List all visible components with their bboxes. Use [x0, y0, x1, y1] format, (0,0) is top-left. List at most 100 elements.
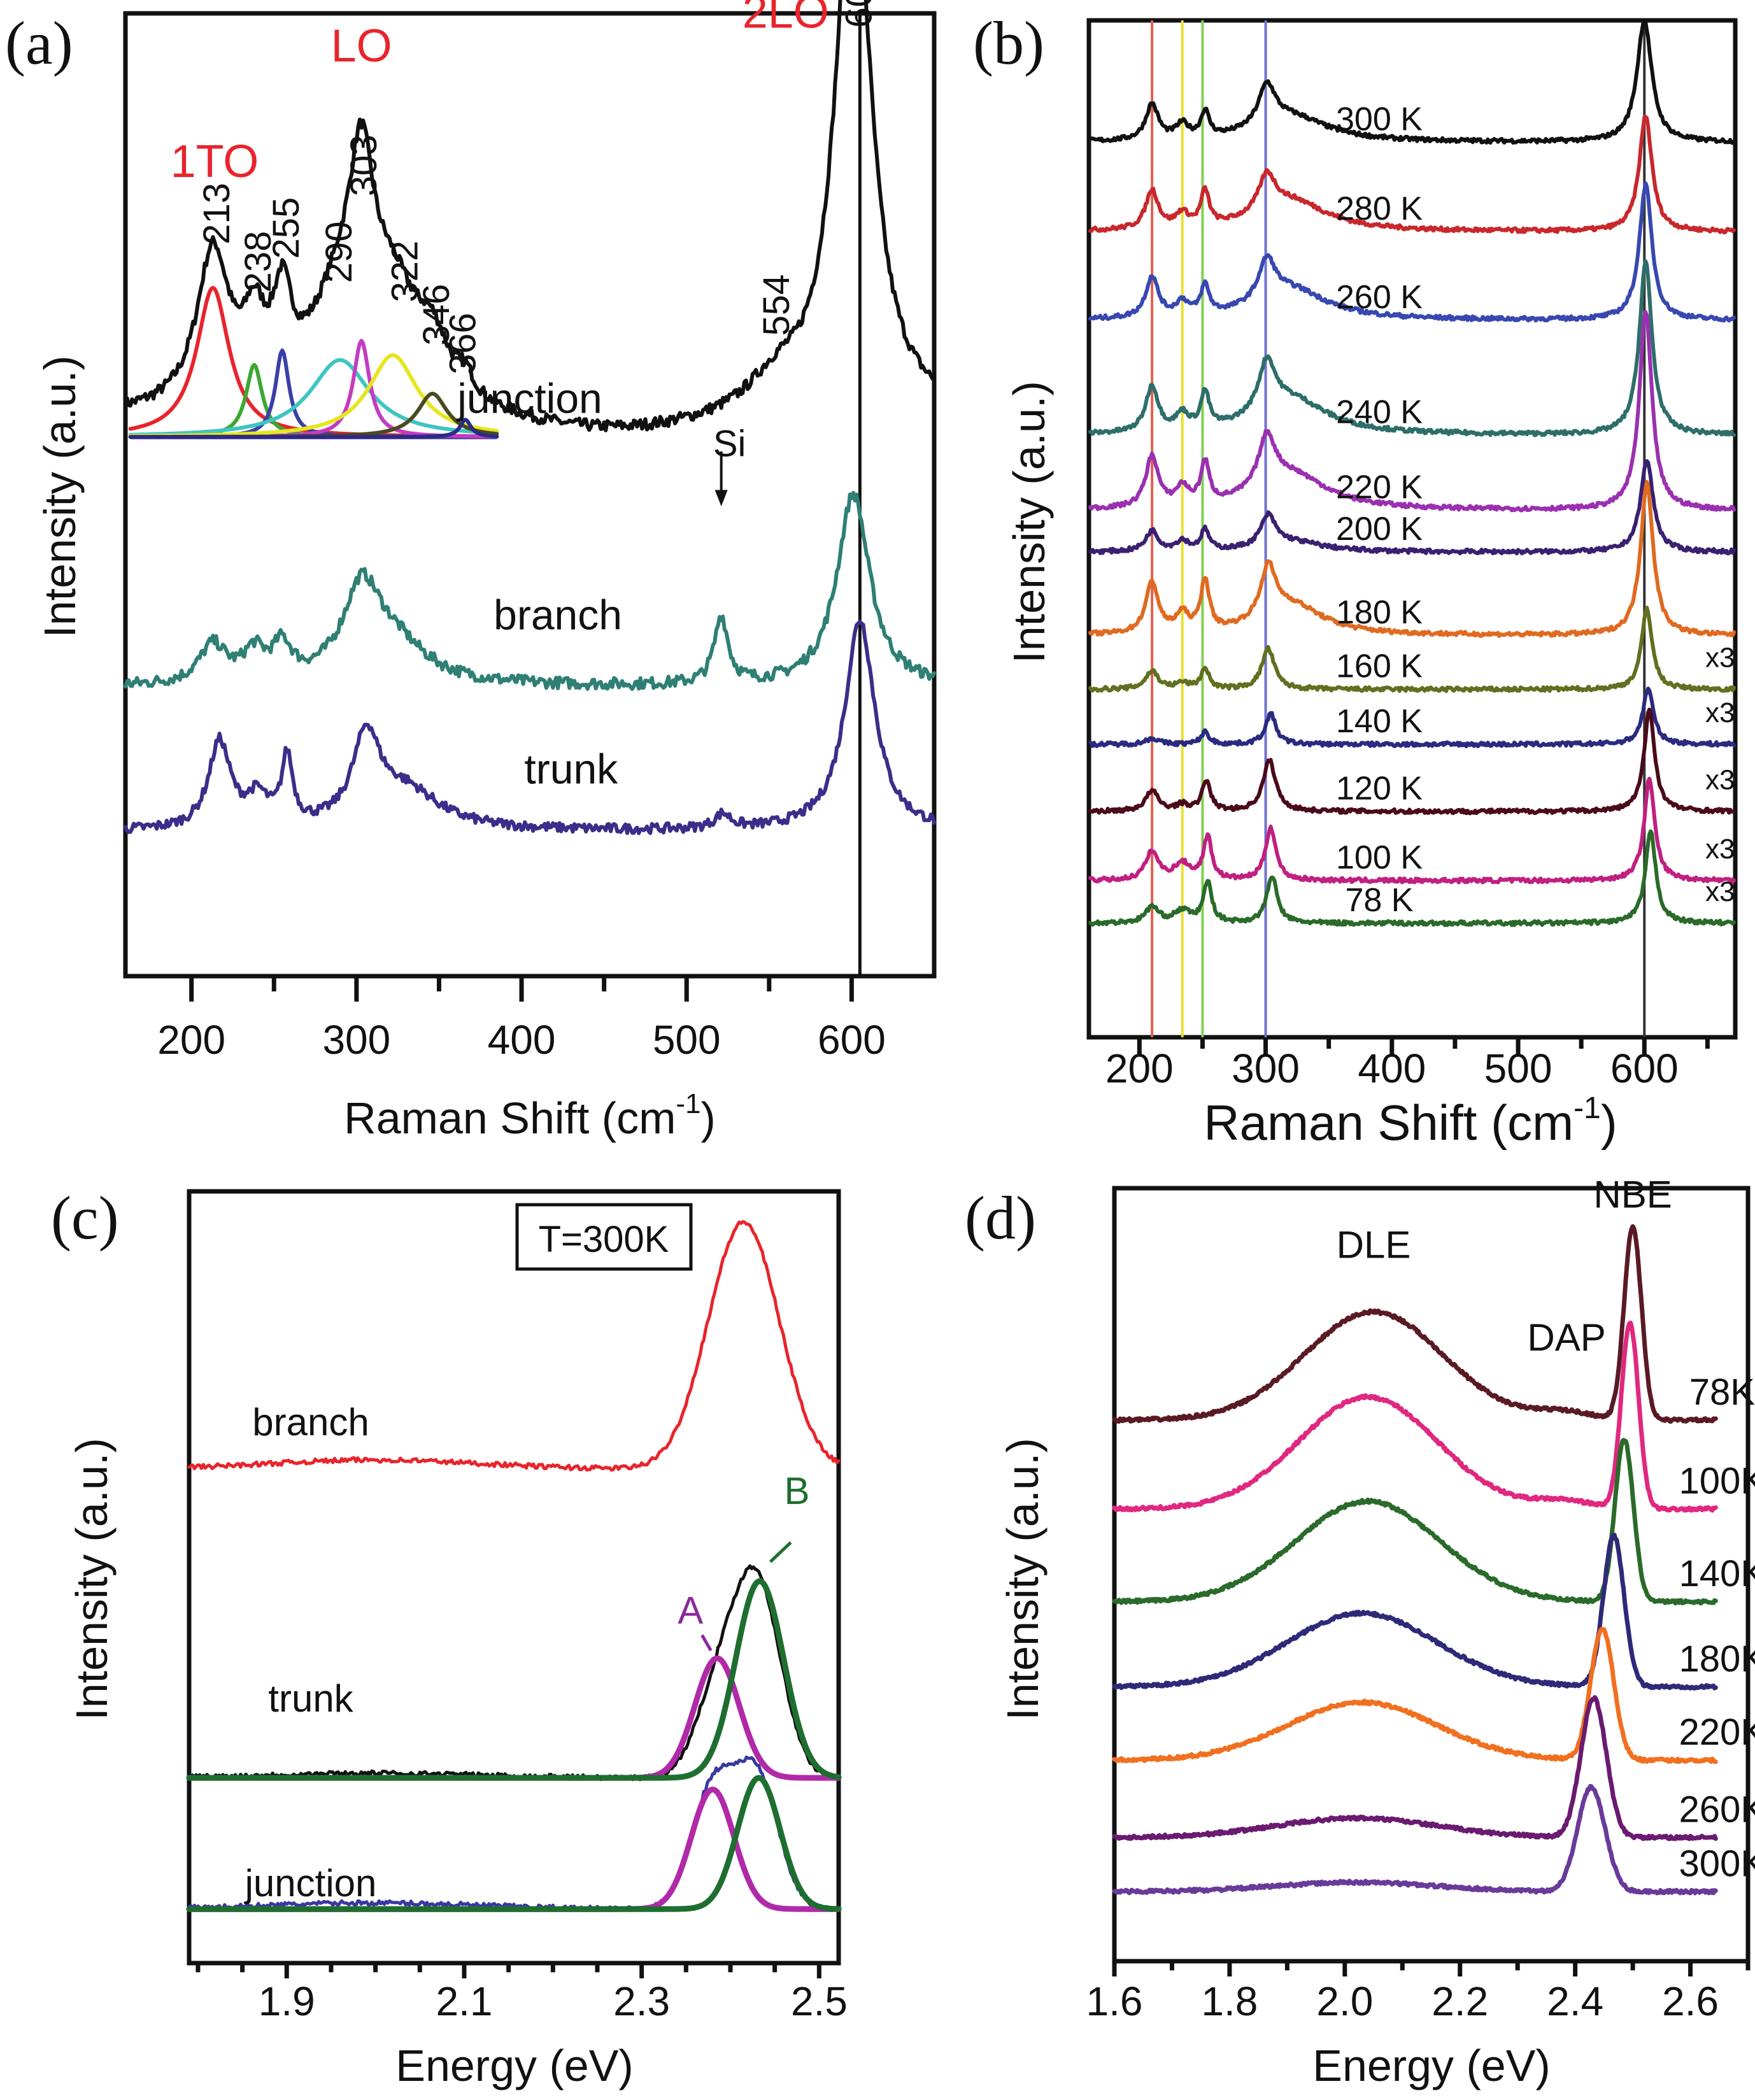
series-100K — [1112, 1320, 1718, 1513]
x-tick-label: 600 — [1610, 1046, 1679, 1091]
series-label-260K: 260K — [1679, 1789, 1755, 1830]
annotation-290: 290 — [318, 222, 360, 283]
annotation-branch: branch — [494, 592, 622, 639]
panel-b-plot-area: 200 300 400 500 600 300 K 280 K 260 K 240 K 220 K… — [1086, 18, 1738, 1091]
annotation-303: 303 — [343, 134, 385, 196]
series-260K — [1088, 181, 1736, 323]
series-label: 160 K — [1336, 648, 1423, 685]
series-label-300K: 300K — [1679, 1843, 1755, 1884]
series-220K — [1112, 1626, 1718, 1764]
panel-c-plot-area: 1.9 2.1 2.3 2.5 branch trunk junction T=300K A B — [186, 1189, 848, 2024]
x-tick-label: 300 — [322, 1017, 390, 1063]
plot-frame — [1086, 18, 1738, 1040]
scale-factor-label: x3 — [1705, 642, 1735, 674]
scale-factor-label: x3 — [1705, 834, 1735, 865]
plot-frame — [123, 11, 937, 979]
annotation-322: 322 — [385, 241, 426, 302]
series-200K — [1088, 459, 1736, 556]
series-label: 240 K — [1336, 394, 1423, 430]
x-tick-label: 1.8 — [1201, 1978, 1258, 2024]
panel-b-ylabel: Intensity (a.u.) — [1004, 381, 1054, 663]
x-tick-label: 2.0 — [1316, 1978, 1373, 2024]
panel-label-a: (a) — [5, 9, 73, 77]
panel-c-xlabel: Energy (eV) — [395, 2041, 633, 2090]
series-140K — [1088, 686, 1736, 749]
x-tick-label: 2.1 — [436, 1978, 492, 2024]
x-tick-label: 200 — [1105, 1046, 1174, 1091]
fit-component-290 — [128, 358, 499, 437]
plot-frame — [1112, 1186, 1751, 1964]
annotation-255: 255 — [266, 197, 307, 259]
x-tick-label: 500 — [1484, 1046, 1552, 1091]
panel-d-xlabel: Energy (eV) — [1312, 2041, 1550, 2090]
series-180K — [1088, 479, 1736, 638]
component-label-B: B — [784, 1470, 809, 1512]
series-label: 78 K — [1345, 882, 1413, 919]
scale-factor-label: x3 — [1705, 764, 1735, 795]
plot-frame — [187, 1189, 841, 1966]
component-label-A: A — [678, 1589, 703, 1632]
series-label: 200 K — [1336, 511, 1423, 548]
fit-component-trunk — [186, 1578, 842, 1781]
x-tick-label: 2.2 — [1432, 1978, 1488, 2024]
series-label: 100 K — [1336, 839, 1423, 876]
annotation-trunk: trunk — [524, 746, 618, 793]
series-trunk — [124, 620, 936, 835]
series-label-78K: 78K — [1689, 1372, 1755, 1413]
panel-a-xlabel: Raman Shift (cm-1) — [344, 1088, 716, 1143]
panel-a-ylabel: Intensity (a.u.) — [35, 355, 85, 638]
series-branch — [187, 1220, 841, 1472]
annotation-346: 346 — [416, 284, 457, 346]
panel-d-plot-area: 1.6 1.8 2.0 2.2 2.4 2.6 78K 100K 140K 180K 220K 260… — [1086, 1173, 1755, 2024]
band-label-NBE: NBE — [1593, 1173, 1672, 1216]
series-label-140K: 140K — [1679, 1553, 1755, 1594]
arrow-a-icon — [700, 1634, 713, 1652]
annotation-1TO: 1TO — [171, 136, 259, 187]
series-140K — [1112, 1438, 1718, 1606]
x-tick-label: 400 — [1358, 1046, 1426, 1091]
series-label: 300 K — [1336, 101, 1423, 138]
series-trunk — [187, 1564, 841, 1782]
annotation-366: 366 — [442, 313, 483, 374]
annotation-554: 554 — [756, 274, 797, 336]
series-label: 140 K — [1336, 703, 1423, 740]
series-junction — [124, 0, 936, 432]
series-label-180K: 180K — [1679, 1638, 1755, 1680]
series-label: 220 K — [1336, 469, 1423, 506]
series-label-trunk: trunk — [268, 1677, 353, 1720]
x-tick-label: 2.3 — [613, 1978, 670, 2024]
panel-label-d: (d) — [965, 1184, 1036, 1252]
series-240K — [1088, 259, 1736, 437]
annotation-Si: Si — [713, 423, 746, 465]
arrow-b-icon — [769, 1541, 792, 1563]
x-tick-label: 2.6 — [1662, 1978, 1719, 2024]
series-label-100K: 100K — [1679, 1461, 1755, 1502]
x-tick-label: 2.5 — [791, 1978, 848, 2024]
series-280K — [1088, 115, 1736, 235]
panel-b-xlabel: Raman Shift (cm-1) — [1204, 1091, 1617, 1151]
series-300K — [1112, 1784, 1718, 1896]
fit-component-junction — [186, 1775, 842, 1912]
panel-label-c: (c) — [51, 1184, 119, 1252]
series-branch — [124, 490, 936, 692]
temperature-legend-text: T=300K — [539, 1219, 669, 1260]
annotation-601: 601 — [838, 0, 879, 28]
band-label-DAP: DAP — [1527, 1316, 1605, 1359]
annotation-2LO: 2LO — [742, 0, 829, 38]
panel-c-ylabel: Intensity (a.u.) — [67, 1438, 117, 1720]
x-tick-label: 1.9 — [259, 1978, 315, 2024]
series-260K — [1112, 1695, 1718, 1841]
annotation-213: 213 — [196, 183, 238, 245]
temperature-legend-box — [515, 1203, 693, 1271]
annotation-LO: LO — [331, 21, 392, 72]
series-180K — [1112, 1533, 1718, 1691]
x-tick-label: 500 — [653, 1017, 721, 1063]
x-tick-label: 300 — [1232, 1046, 1300, 1091]
scale-factor-label: x3 — [1705, 876, 1735, 907]
annotation-junction: junction — [456, 374, 602, 422]
series-78K — [1112, 1224, 1718, 1424]
panel-c-pl-spectra: (c) 1.9 2.1 2.3 2.5 branch trunk junction T=300… — [51, 1184, 848, 2090]
